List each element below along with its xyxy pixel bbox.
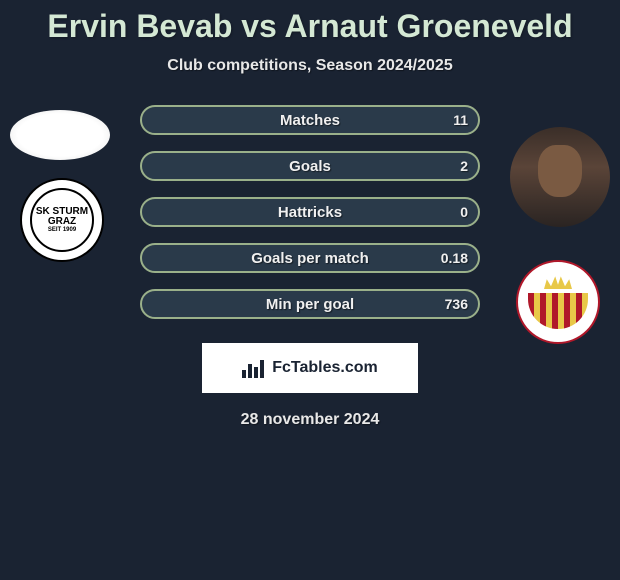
crest-left-line3: SEIT 1909 (48, 227, 76, 233)
comparison-title: Ervin Bevab vs Arnaut Groeneveld (0, 0, 620, 45)
stat-label: Hattricks (278, 204, 342, 221)
fctables-label: FcTables.com (272, 359, 378, 377)
player-right-avatar (510, 127, 610, 227)
stat-row-goals: Goals 2 (140, 151, 480, 181)
comparison-date: 28 november 2024 (0, 411, 620, 429)
stat-right-value: 0 (460, 204, 468, 220)
stat-row-mpg: Min per goal 736 (140, 289, 480, 319)
stat-row-hattricks: Hattricks 0 (140, 197, 480, 227)
stat-label: Matches (280, 112, 340, 129)
stat-row-gpm: Goals per match 0.18 (140, 243, 480, 273)
crest-left-line2: GRAZ (48, 217, 76, 227)
crown-icon (544, 275, 572, 289)
club-left-crest: SK STURM GRAZ SEIT 1909 (20, 178, 104, 262)
bars-icon (242, 358, 266, 378)
stat-label: Min per goal (266, 296, 354, 313)
season-subtitle: Club competitions, Season 2024/2025 (0, 57, 620, 75)
stripes-icon (528, 293, 588, 329)
stat-right-value: 0.18 (441, 250, 468, 266)
stat-right-value: 11 (453, 112, 468, 128)
stat-row-matches: Matches 11 (140, 105, 480, 135)
stat-right-value: 2 (460, 158, 468, 174)
stat-label: Goals (289, 158, 331, 175)
player-left-avatar (10, 110, 110, 160)
stat-right-value: 736 (445, 296, 468, 312)
stats-list: Matches 11 Goals 2 Hattricks 0 Goals per… (140, 105, 480, 319)
fctables-badge[interactable]: FcTables.com (202, 343, 418, 393)
stat-label: Goals per match (251, 250, 369, 267)
club-right-crest (516, 260, 600, 344)
